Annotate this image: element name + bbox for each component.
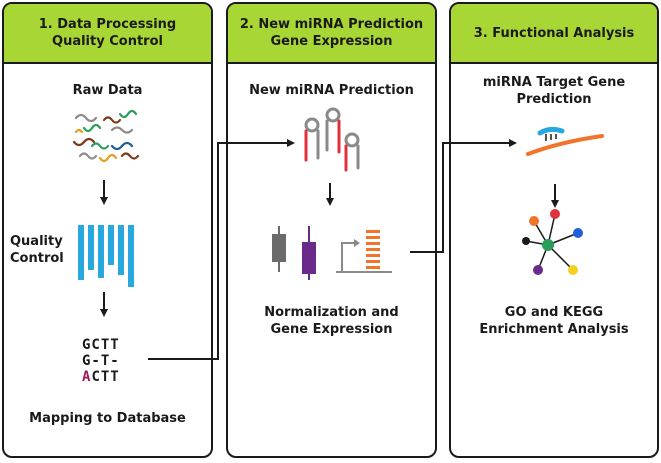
panel-header: 3. Functional Analysis	[451, 4, 657, 64]
normalization-line1: Normalization and	[264, 305, 399, 320]
connector-arrow	[410, 139, 517, 253]
quality-bars-icon	[78, 225, 134, 287]
histogram-icon	[336, 230, 392, 273]
sequence-alignment: GCTT G-T- ACTT	[82, 337, 120, 385]
panel-header: 1. Data Processing Quality Control	[4, 4, 211, 64]
reads-icon	[72, 109, 140, 163]
connector-arrow	[148, 139, 295, 360]
prediction-label: New miRNA Prediction	[249, 83, 414, 98]
raw-data-label: Raw Data	[72, 83, 143, 98]
panel-title-line2: Gene Expression	[270, 34, 393, 49]
control-label: Control	[10, 251, 64, 266]
target-line2: Prediction	[516, 92, 592, 107]
target-prediction-label: miRNA Target Gene Prediction	[451, 74, 657, 108]
quality-label: Quality	[10, 234, 63, 249]
boxplot-icon	[272, 226, 316, 280]
quality-control-label: Quality Control	[10, 233, 64, 267]
target-binding-icon	[526, 126, 604, 156]
alignment-rest: CTT	[91, 369, 120, 385]
panel-data-processing: 1. Data Processing Quality Control Raw D…	[2, 2, 213, 458]
normalization-line2: Gene Expression	[270, 322, 393, 337]
panel-functional-analysis: 3. Functional Analysis miRNA Target Gene…	[449, 2, 659, 458]
panel-mirna-prediction: 2. New miRNA Prediction Gene Expression …	[226, 2, 437, 458]
mismatch-base: A	[82, 369, 92, 385]
mapping-label: Mapping to Database	[29, 411, 186, 426]
alignment-row: ACTT	[82, 369, 120, 385]
hairpin-icon	[304, 107, 360, 172]
panel-title-line2: Quality Control	[52, 34, 163, 49]
enrichment-label: GO and KEGG Enrichment Analysis	[451, 304, 657, 338]
panel-title-line1: 1. Data Processing	[38, 17, 177, 32]
target-line1: miRNA Target Gene	[482, 75, 626, 90]
alignment-row: G-T-	[82, 353, 120, 369]
normalization-label: Normalization and Gene Expression	[228, 304, 435, 338]
panel-title-line1: 3. Functional Analysis	[473, 25, 635, 41]
enrichment-line1: GO and KEGG	[504, 305, 604, 320]
enrichment-line2: Enrichment Analysis	[479, 322, 629, 337]
panel-header: 2. New miRNA Prediction Gene Expression	[228, 4, 435, 64]
network-icon	[522, 209, 583, 275]
panel-title-line1: 2. New miRNA Prediction	[239, 17, 424, 32]
alignment-row: GCTT	[82, 337, 120, 353]
